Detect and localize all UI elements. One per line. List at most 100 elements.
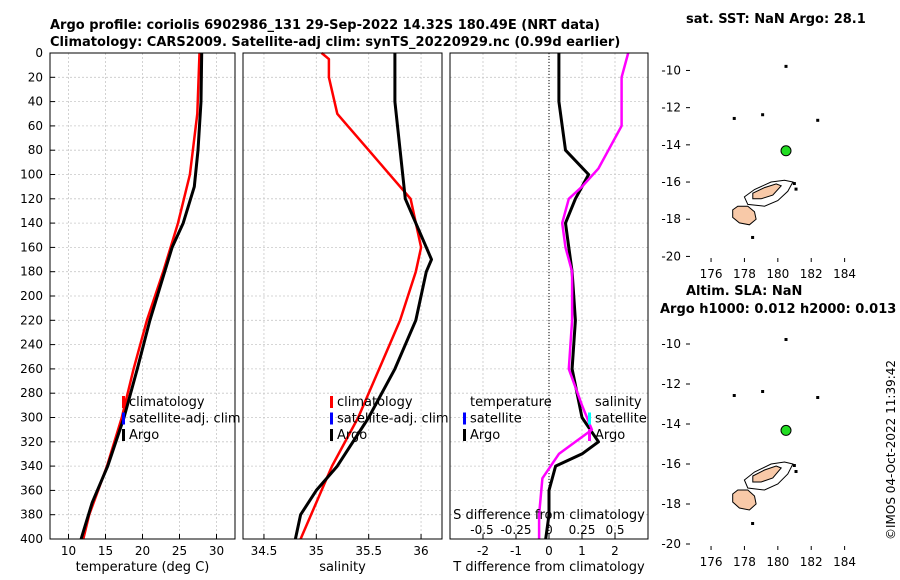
diff-legend-right-label-1: satellite <box>595 412 647 427</box>
x-tick-label-0: 0 <box>545 544 553 558</box>
sla-map-y-tick--10: -10 <box>661 337 681 351</box>
sla-map-y-tick--14: -14 <box>661 417 681 431</box>
x-axis-label: T difference from climatology <box>452 560 645 575</box>
depth-tick-label-360: 360 <box>20 483 43 497</box>
sla-map-y-tick--12: -12 <box>661 377 681 391</box>
sst-map-y-tick--18: -18 <box>661 212 681 226</box>
x-tick-label-1: 1 <box>578 544 586 558</box>
x-tick-label-34.5: 34.5 <box>251 544 278 558</box>
sla-map-y-tick--16: -16 <box>661 457 681 471</box>
sst-map-islet-4 <box>751 235 755 239</box>
sla-map-islet-5 <box>792 464 796 467</box>
temperature-legend-label-0: climatology <box>129 395 205 410</box>
salinity-legend-swatch-1 <box>330 412 333 425</box>
depth-tick-label-240: 240 <box>20 338 43 352</box>
sst-map-islet-1 <box>761 113 765 117</box>
sst-map-argo-float-marker <box>780 145 792 157</box>
diff-legend-right-swatch-2 <box>588 429 591 441</box>
depth-tick-label-220: 220 <box>20 313 43 327</box>
sst-map-y-tick--14: -14 <box>661 138 681 152</box>
sla-map-y-tick--18: -18 <box>661 497 681 511</box>
x-tick-label--2: -2 <box>477 544 489 558</box>
salinity-legend-label-1: satellite-adj. clim <box>337 412 449 427</box>
sst-map-x-tick-178: 178 <box>733 267 756 281</box>
imos-watermark: ©IMOS 04-Oct-2022 11:39:42 <box>884 360 898 540</box>
x-tick-label-20: 20 <box>135 544 150 558</box>
plot-frame <box>449 52 649 540</box>
salinity-legend-swatch-0 <box>330 396 333 408</box>
sla-map-x-tick-184: 184 <box>833 555 856 569</box>
sst-map-islet-2 <box>816 118 820 122</box>
x-axis-label: temperature (deg C) <box>76 560 210 575</box>
sla-map-argo-float-marker <box>780 424 792 436</box>
depth-tick-label-160: 160 <box>20 240 43 254</box>
sla-map-vanua-levu <box>752 465 783 483</box>
temperature-legend-label-1: satellite-adj. clim <box>129 412 241 427</box>
depth-tick-label-200: 200 <box>20 289 43 303</box>
sst-map-y-tick--20: -20 <box>661 249 681 263</box>
x-tick-label-10: 10 <box>61 544 76 558</box>
sla-map-islet-0 <box>732 394 736 397</box>
sst-map-x-tick-184: 184 <box>833 267 856 281</box>
sla-map-x-tick-178: 178 <box>733 555 756 569</box>
depth-tick-label-280: 280 <box>20 386 43 400</box>
depth-tick-label-140: 140 <box>20 216 43 230</box>
depth-tick-label-340: 340 <box>20 459 43 473</box>
series-argo <box>79 52 204 540</box>
temperature-legend-swatch-1 <box>122 412 125 425</box>
depth-tick-label-180: 180 <box>20 265 43 279</box>
sst-map-islet-0 <box>732 116 736 120</box>
series-argo <box>293 53 433 540</box>
sst-map-background <box>686 50 878 262</box>
temperature-legend-swatch-0 <box>122 396 125 408</box>
sst-map-y-tick--10: -10 <box>661 63 681 77</box>
diff-legend-right-label-2: Argo <box>595 428 625 443</box>
depth-tick-label-100: 100 <box>20 168 43 182</box>
sla-map-x-tick-180: 180 <box>766 555 789 569</box>
x-axis-label: salinity <box>319 560 366 575</box>
temperature-legend-label-2: Argo <box>129 428 159 443</box>
depth-tick-label-260: 260 <box>20 362 43 376</box>
plot-frame <box>242 52 443 540</box>
x-tick-label-15: 15 <box>98 544 113 558</box>
depth-tick-label-120: 120 <box>20 192 43 206</box>
sst-map-y-tick--12: -12 <box>661 101 681 115</box>
sst-map-panel: 176 178 180 182 184 -10 -12 -14 -16 -18 -20 <box>661 50 878 281</box>
diff-legend-left-label-1: satellite <box>470 412 522 427</box>
sst-map-vanua-levu <box>752 183 783 200</box>
x-tick-label-35: 35 <box>309 544 324 558</box>
title-line-2: Climatology: CARS2009. Satellite-adj cli… <box>50 35 620 50</box>
x-tick-label--1: -1 <box>510 544 522 558</box>
series-s-argo <box>537 52 630 539</box>
depth-tick-label-400: 400 <box>20 532 43 546</box>
depth-tick-label-20: 20 <box>28 70 43 84</box>
x-tick-label-2: 2 <box>611 544 619 558</box>
depth-tick-label-320: 320 <box>20 435 43 449</box>
depth-tick-label-300: 300 <box>20 411 43 425</box>
sla-map-background <box>686 322 878 550</box>
sst-map-x-tick-180: 180 <box>766 267 789 281</box>
sst-map-islet-5 <box>792 182 796 186</box>
sst-map-x-tick-182: 182 <box>800 267 823 281</box>
x-tick-label-35.5: 35.5 <box>355 544 382 558</box>
sst-map-islet-6 <box>794 187 798 191</box>
x-tick-label-30: 30 <box>209 544 224 558</box>
secondary-x-tick-0: -0.5 <box>470 523 493 537</box>
secondary-x-tick-3: 0.25 <box>569 523 596 537</box>
x-tick-label-25: 25 <box>172 544 187 558</box>
secondary-x-tick-2: 0 <box>545 523 553 537</box>
sla-map-islet-4 <box>751 522 755 525</box>
sla-map-y-tick--20: -20 <box>661 537 681 551</box>
sla-map-title: Altim. SLA: NaN <box>686 284 802 299</box>
diff-legend-left-label-0: temperature <box>470 395 552 410</box>
sst-map-y-tick--16: -16 <box>661 175 681 189</box>
sla-map-viti-levu <box>732 489 757 511</box>
diff-legend-right-swatch-1 <box>588 412 591 425</box>
sla-map-x-tick-182: 182 <box>800 555 823 569</box>
secondary-x-tick-1: -0.25 <box>500 523 531 537</box>
diff-legend-left-swatch-1 <box>463 412 466 425</box>
diff-legend-left-label-2: Argo <box>470 428 500 443</box>
salinity-legend-label-2: Argo <box>337 428 367 443</box>
sst-map-x-tick-176: 176 <box>700 267 723 281</box>
depth-tick-label-60: 60 <box>28 119 43 133</box>
